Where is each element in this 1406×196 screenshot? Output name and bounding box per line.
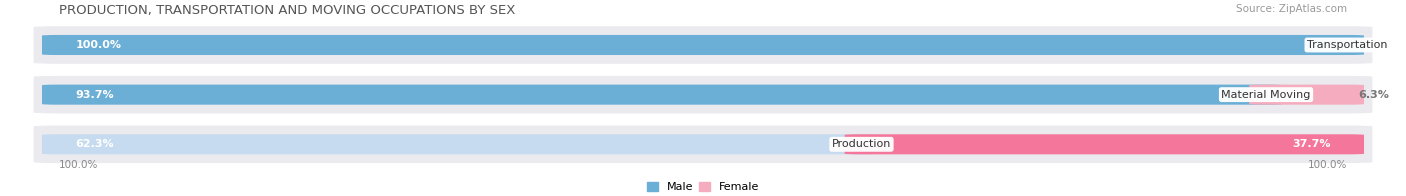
Text: 100.0%: 100.0% [1308, 160, 1347, 170]
Text: 100.0%: 100.0% [59, 160, 98, 170]
FancyBboxPatch shape [1249, 85, 1364, 105]
FancyBboxPatch shape [845, 134, 1364, 154]
Legend: Male, Female: Male, Female [643, 177, 763, 196]
Text: PRODUCTION, TRANSPORTATION AND MOVING OCCUPATIONS BY SEX: PRODUCTION, TRANSPORTATION AND MOVING OC… [59, 4, 515, 17]
FancyBboxPatch shape [42, 85, 1282, 105]
FancyBboxPatch shape [34, 76, 1372, 113]
Text: 0.0%: 0.0% [1358, 40, 1389, 50]
Text: Source: ZipAtlas.com: Source: ZipAtlas.com [1236, 4, 1347, 14]
Text: 37.7%: 37.7% [1292, 139, 1330, 149]
Text: 6.3%: 6.3% [1358, 90, 1389, 100]
Text: 62.3%: 62.3% [76, 139, 114, 149]
FancyBboxPatch shape [42, 134, 879, 154]
Text: 100.0%: 100.0% [76, 40, 121, 50]
FancyBboxPatch shape [42, 35, 1364, 55]
FancyBboxPatch shape [34, 125, 1372, 163]
Text: 93.7%: 93.7% [76, 90, 114, 100]
FancyBboxPatch shape [34, 26, 1372, 64]
Text: Transportation: Transportation [1308, 40, 1388, 50]
Text: Production: Production [832, 139, 891, 149]
Text: Material Moving: Material Moving [1222, 90, 1310, 100]
